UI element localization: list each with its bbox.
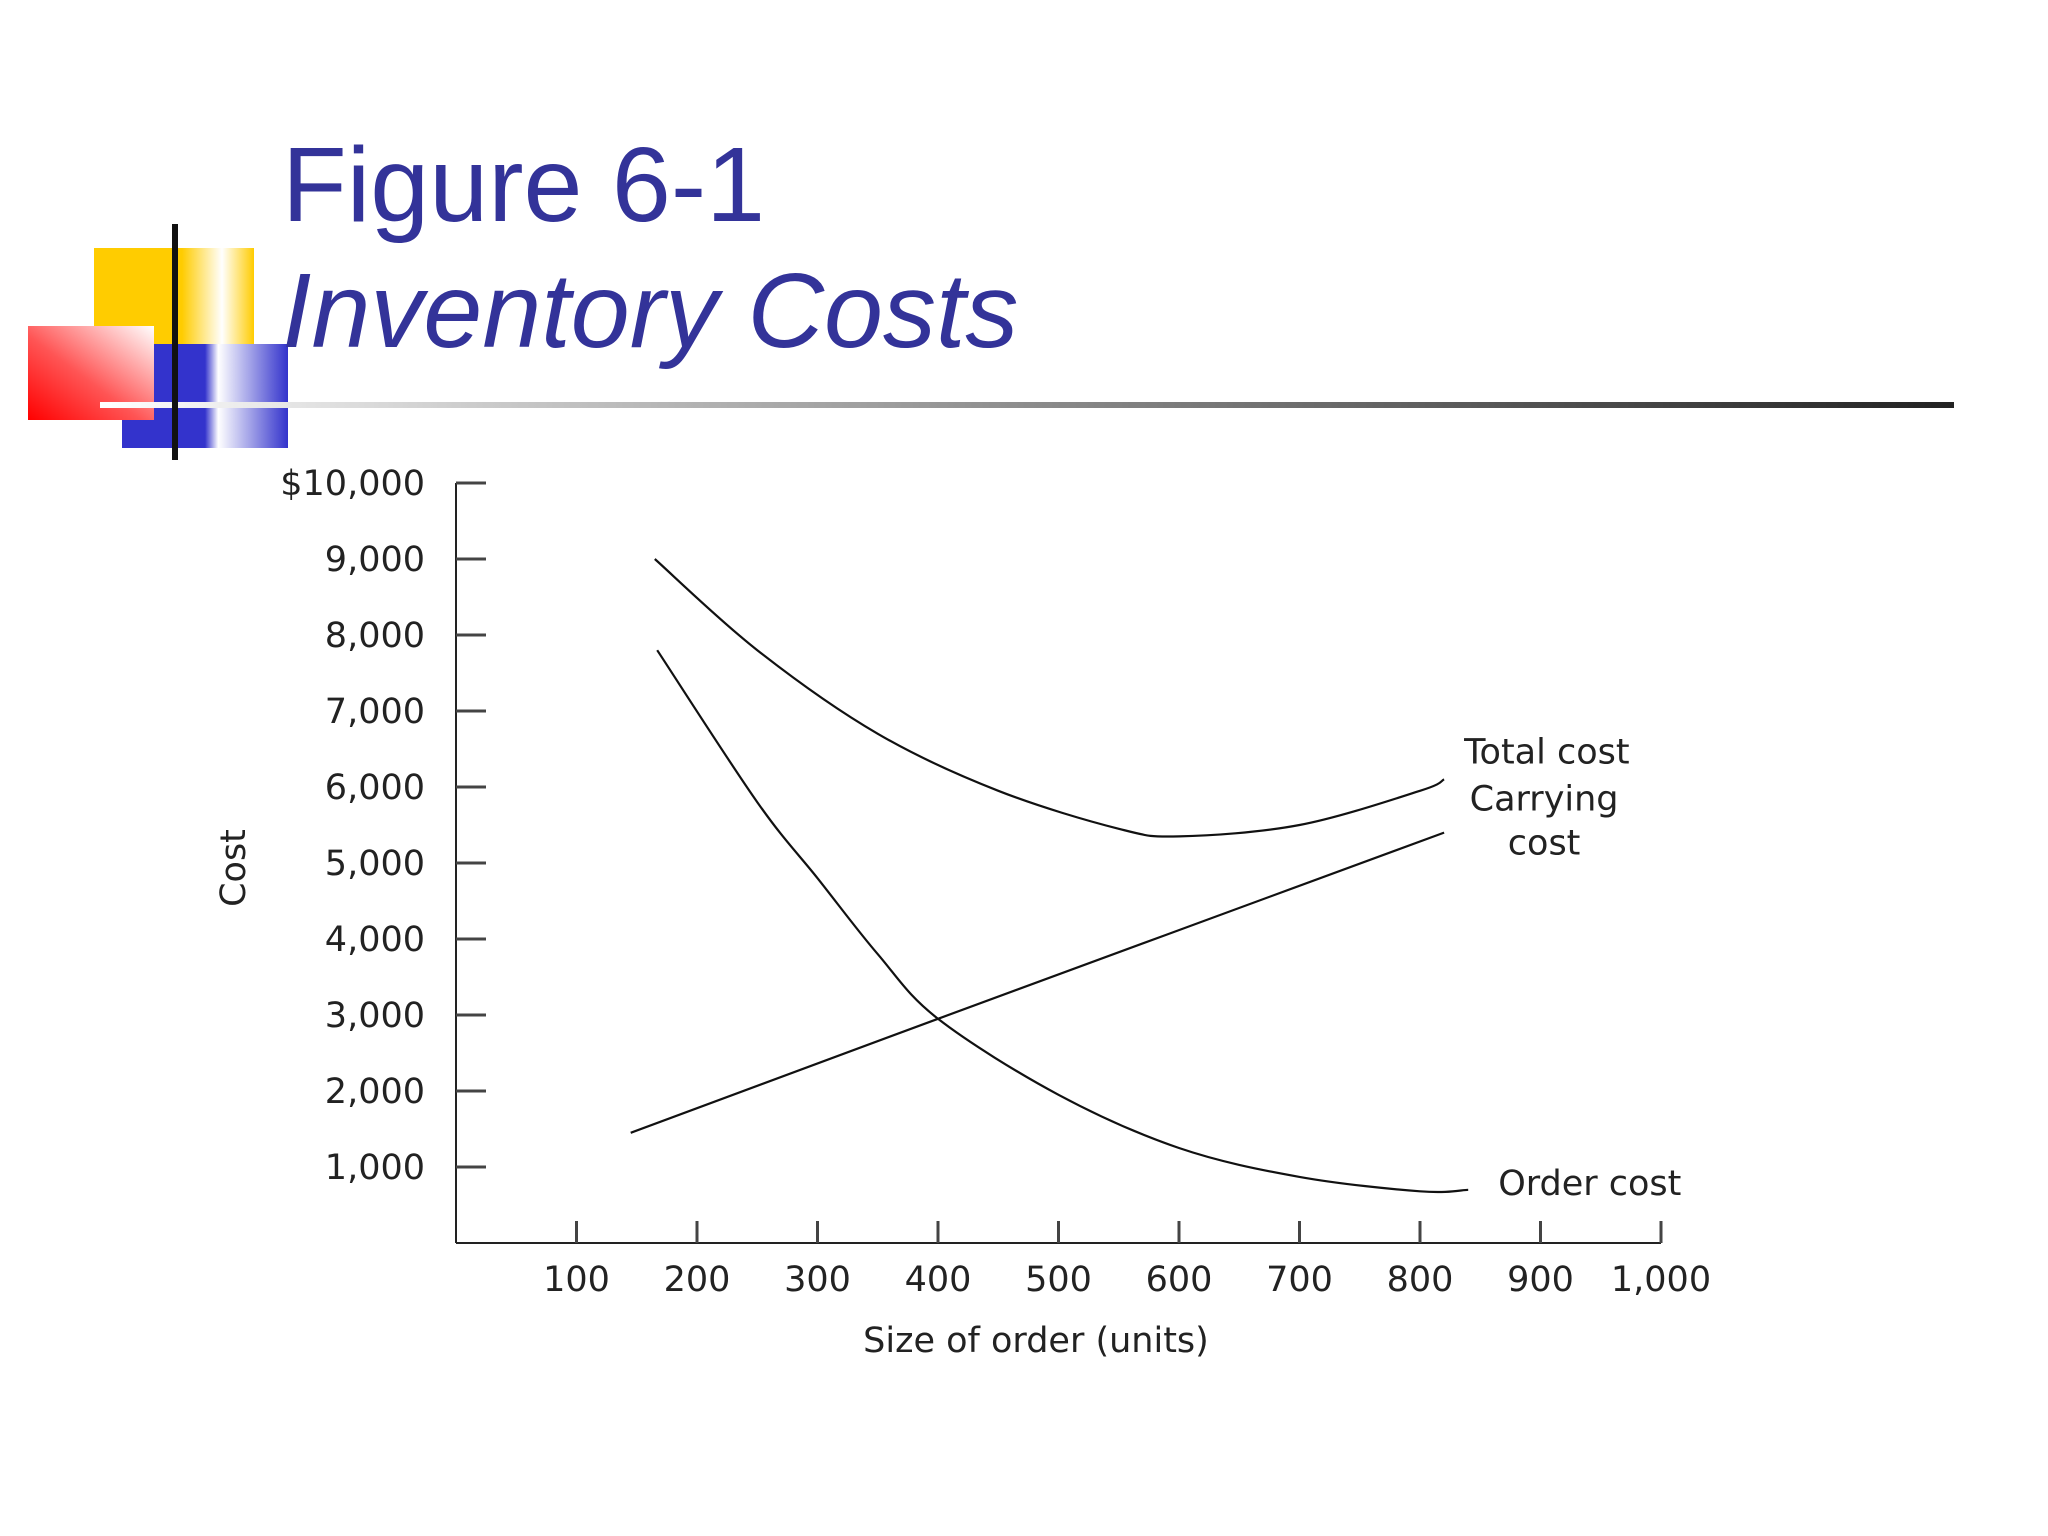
x-tick-label: 300 (784, 1260, 851, 1300)
slide-subtitle: Inventory Costs (282, 252, 1019, 370)
x-tick-label: 500 (1025, 1260, 1092, 1300)
y-tick-label: 2,000 (325, 1072, 425, 1112)
y-tick-label: 4,000 (325, 920, 425, 960)
y-tick-label: 7,000 (325, 692, 425, 732)
deco-vertical-bar (172, 224, 178, 460)
x-tick-label: 1,000 (1611, 1260, 1711, 1300)
x-tick-label: 200 (664, 1260, 731, 1300)
carrying-cost-label: Carrying cost (1470, 780, 1619, 864)
total-cost-label-line: Total cost (1463, 732, 1629, 772)
carrying-cost-label-line: cost (1508, 824, 1581, 864)
chart-axes (455, 483, 1661, 1244)
y-tick-label: 1,000 (325, 1148, 425, 1188)
order-cost-line (656, 649, 1469, 1194)
y-axis-ticks: 1,000 2,000 3,000 4,000 5,000 6,000 7,000 8,000… (280, 464, 486, 1188)
x-tick-label: 400 (905, 1260, 972, 1300)
x-tick-label: 800 (1387, 1260, 1454, 1300)
carrying-cost-label-line: Carrying (1470, 780, 1619, 820)
y-tick-label: $10,000 (280, 464, 425, 504)
x-tick-label: 900 (1507, 1260, 1574, 1300)
y-tick-label: 8,000 (325, 616, 425, 656)
y-tick-label: 5,000 (325, 844, 425, 884)
slide-title: Figure 6-1 (282, 126, 766, 244)
y-tick-label: 9,000 (325, 540, 425, 580)
y-axis-title: Cost (214, 829, 254, 907)
carrying-cost-line (630, 831, 1445, 1134)
x-tick-label: 700 (1266, 1260, 1333, 1300)
order-cost-label: Order cost (1498, 1164, 1681, 1204)
x-tick-label: 600 (1146, 1260, 1213, 1300)
total-cost-label: Total cost (1463, 732, 1629, 772)
series-labels: Total cost Carrying cost Order cost (1463, 732, 1681, 1203)
y-tick-label: 6,000 (325, 768, 425, 808)
title-rule (100, 402, 1954, 408)
total-cost-line (654, 558, 1445, 838)
x-tick-label: 100 (543, 1260, 610, 1300)
x-axis-title: Size of order (units) (863, 1321, 1209, 1361)
order-cost-label-line: Order cost (1498, 1164, 1681, 1204)
y-tick-label: 3,000 (325, 996, 425, 1036)
x-axis-ticks: 100 200 300 400 500 600 700 800 900 1,000 (543, 1221, 1711, 1300)
series-lines (630, 558, 1469, 1194)
